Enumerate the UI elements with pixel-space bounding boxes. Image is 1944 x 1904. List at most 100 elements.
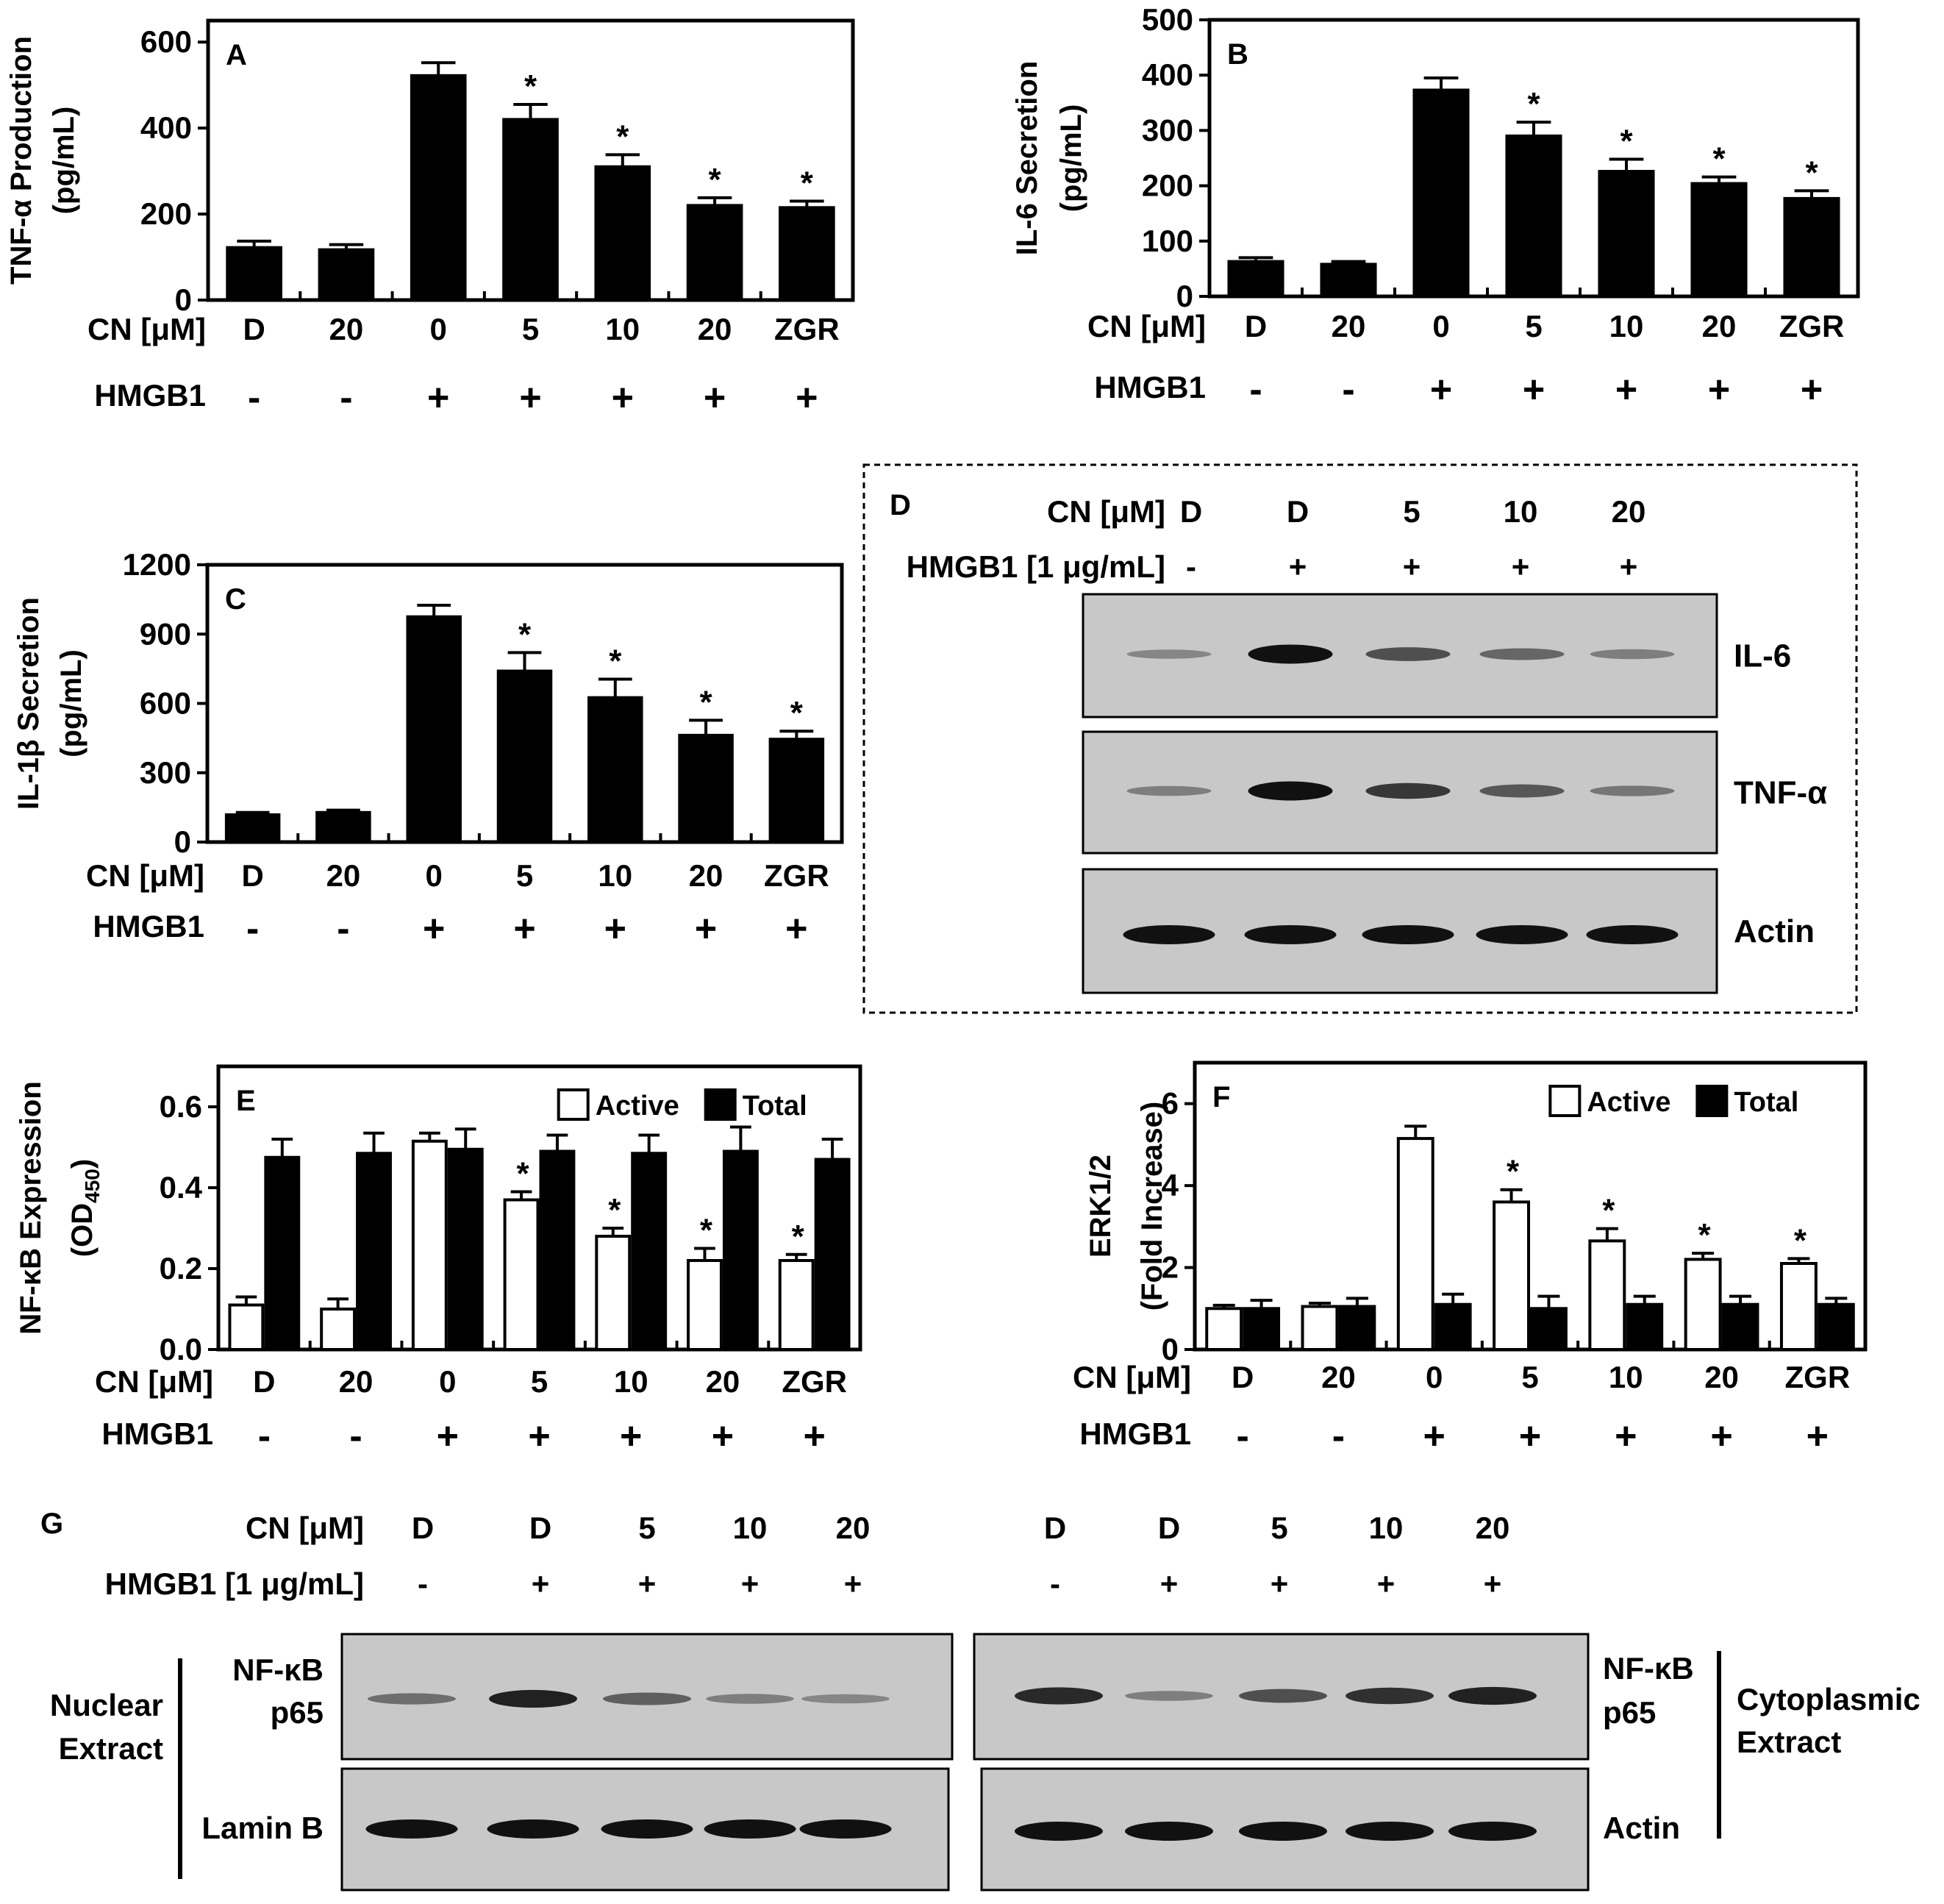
- extract-label: Extract: [1737, 1725, 1841, 1759]
- extract-label: Nuclear: [50, 1688, 163, 1722]
- hmgb1-value: +: [1423, 1415, 1446, 1458]
- blot-row-label: Actin: [1603, 1811, 1680, 1845]
- cn-value: 10: [614, 1364, 648, 1399]
- hmgb1-value: +: [620, 1415, 642, 1458]
- bar-total: [1243, 1307, 1281, 1352]
- hmgb1-value: +: [712, 1415, 734, 1458]
- hmgb1-value: +: [1519, 1415, 1541, 1458]
- y-tick-label: 0: [1162, 1332, 1179, 1366]
- blot-cn-value: 10: [1369, 1511, 1404, 1545]
- cn-value: 0: [430, 312, 447, 346]
- y-tick-label: 900: [140, 616, 191, 651]
- protein-band: [1125, 1822, 1213, 1841]
- cn-value: 20: [339, 1364, 374, 1399]
- blot-row-label: Lamin B: [201, 1811, 324, 1845]
- blot-cn-value: 5: [638, 1511, 655, 1545]
- bar-total: [1721, 1302, 1759, 1351]
- bar: [594, 165, 651, 302]
- protein-band: [1239, 1689, 1327, 1703]
- bar-total: [356, 1152, 392, 1351]
- bar: [224, 813, 281, 844]
- legend-swatch-total: [704, 1088, 737, 1121]
- blot-hmgb1-label: HMGB1 [1 μg/mL]: [907, 549, 1165, 584]
- panel-e-chart: E 0.0 0.2 0.4 0.6 NF-κB Expression (OD450) D - 20…: [15, 1064, 862, 1458]
- cn-value: 10: [598, 858, 632, 893]
- significance-star: *: [801, 165, 814, 202]
- protein-band: [1365, 782, 1451, 799]
- hmgb1-value: -: [246, 908, 259, 950]
- hmgb1-row-label: HMGB1: [1094, 370, 1206, 404]
- significance-star: *: [700, 684, 713, 720]
- blot-cn-value: D: [1158, 1511, 1180, 1545]
- bar: [1783, 196, 1840, 298]
- protein-band: [489, 1689, 577, 1708]
- bar-total: [1338, 1305, 1376, 1351]
- blot-cn-value: 10: [733, 1511, 768, 1545]
- blot-cn-value: 5: [1403, 494, 1420, 529]
- significance-star: *: [518, 616, 532, 652]
- cn-value: D: [1245, 309, 1267, 343]
- bar-active: [1205, 1307, 1243, 1352]
- protein-band: [1479, 784, 1565, 798]
- significance-star: *: [700, 1213, 713, 1249]
- significance-star: *: [792, 1219, 805, 1255]
- bar: [226, 246, 282, 302]
- cn-row-label: CN [μM]: [1087, 309, 1206, 343]
- cn-value: D: [241, 858, 263, 893]
- blot-row-label: IL-6: [1734, 638, 1791, 674]
- blot-cn-value: 5: [1271, 1511, 1287, 1545]
- bar-total: [447, 1147, 484, 1351]
- hmgb1-value: -: [1332, 1415, 1345, 1458]
- bar-active: [320, 1308, 357, 1351]
- cn-value: 20: [1321, 1360, 1356, 1394]
- y-axis-unit-label: (pg/mL): [48, 107, 80, 215]
- protein-band: [1126, 785, 1212, 796]
- significance-star: *: [1805, 154, 1818, 190]
- protein-band: [1125, 1691, 1213, 1701]
- bar-total: [1434, 1302, 1472, 1351]
- y-tick-label: 100: [1142, 224, 1193, 258]
- bar-total: [814, 1158, 851, 1351]
- hmgb1-value: +: [513, 908, 535, 950]
- blot-row-label: p65: [271, 1695, 324, 1730]
- y-tick-label: 600: [140, 686, 191, 721]
- y-tick-label: 0.0: [160, 1332, 202, 1366]
- hmgb1-value: +: [695, 908, 717, 950]
- hmgb1-value: -: [248, 377, 260, 419]
- blot-hmgb1-label: HMGB1 [1 μg/mL]: [105, 1566, 364, 1601]
- significance-star: *: [1527, 86, 1540, 122]
- cn-value: 5: [522, 312, 539, 346]
- y-tick-label: 400: [1142, 57, 1193, 92]
- protein-band: [1346, 1822, 1434, 1841]
- protein-band: [1239, 1822, 1327, 1841]
- cn-value: ZGR: [782, 1364, 847, 1399]
- hmgb1-value: +: [803, 1415, 825, 1458]
- blot-cn-value: D: [1180, 494, 1202, 529]
- blot-cn-value: 20: [1612, 494, 1646, 529]
- blot-hmgb1-value: +: [1377, 1566, 1396, 1601]
- bar: [587, 696, 643, 844]
- hmgb1-value: +: [427, 377, 449, 419]
- hmgb1-value: +: [1615, 368, 1637, 411]
- y-tick-label: 2: [1162, 1250, 1179, 1285]
- legend-swatch-active: [1548, 1085, 1582, 1117]
- blot-row-label: Actin: [1734, 913, 1815, 949]
- protein-band: [1590, 785, 1675, 796]
- y-axis-label: TNF-α Production: [5, 36, 37, 285]
- bar: [315, 810, 371, 844]
- protein-band: [706, 1694, 794, 1704]
- y-tick-label: 200: [1142, 168, 1193, 203]
- significance-star: *: [1602, 1193, 1615, 1229]
- bar-total: [1817, 1302, 1855, 1351]
- protein-band: [601, 1819, 693, 1839]
- bar-active: [228, 1303, 265, 1351]
- blot-hmgb1-value: +: [1620, 549, 1638, 584]
- significance-star: *: [1794, 1222, 1807, 1258]
- blot-hmgb1-value: +: [532, 1566, 550, 1601]
- cn-row-label: CN [μM]: [87, 312, 206, 346]
- protein-band: [1346, 1687, 1434, 1705]
- y-tick-label: 600: [140, 24, 192, 59]
- hmgb1-value: -: [1236, 1415, 1248, 1458]
- y-tick-label: 0.6: [160, 1089, 202, 1124]
